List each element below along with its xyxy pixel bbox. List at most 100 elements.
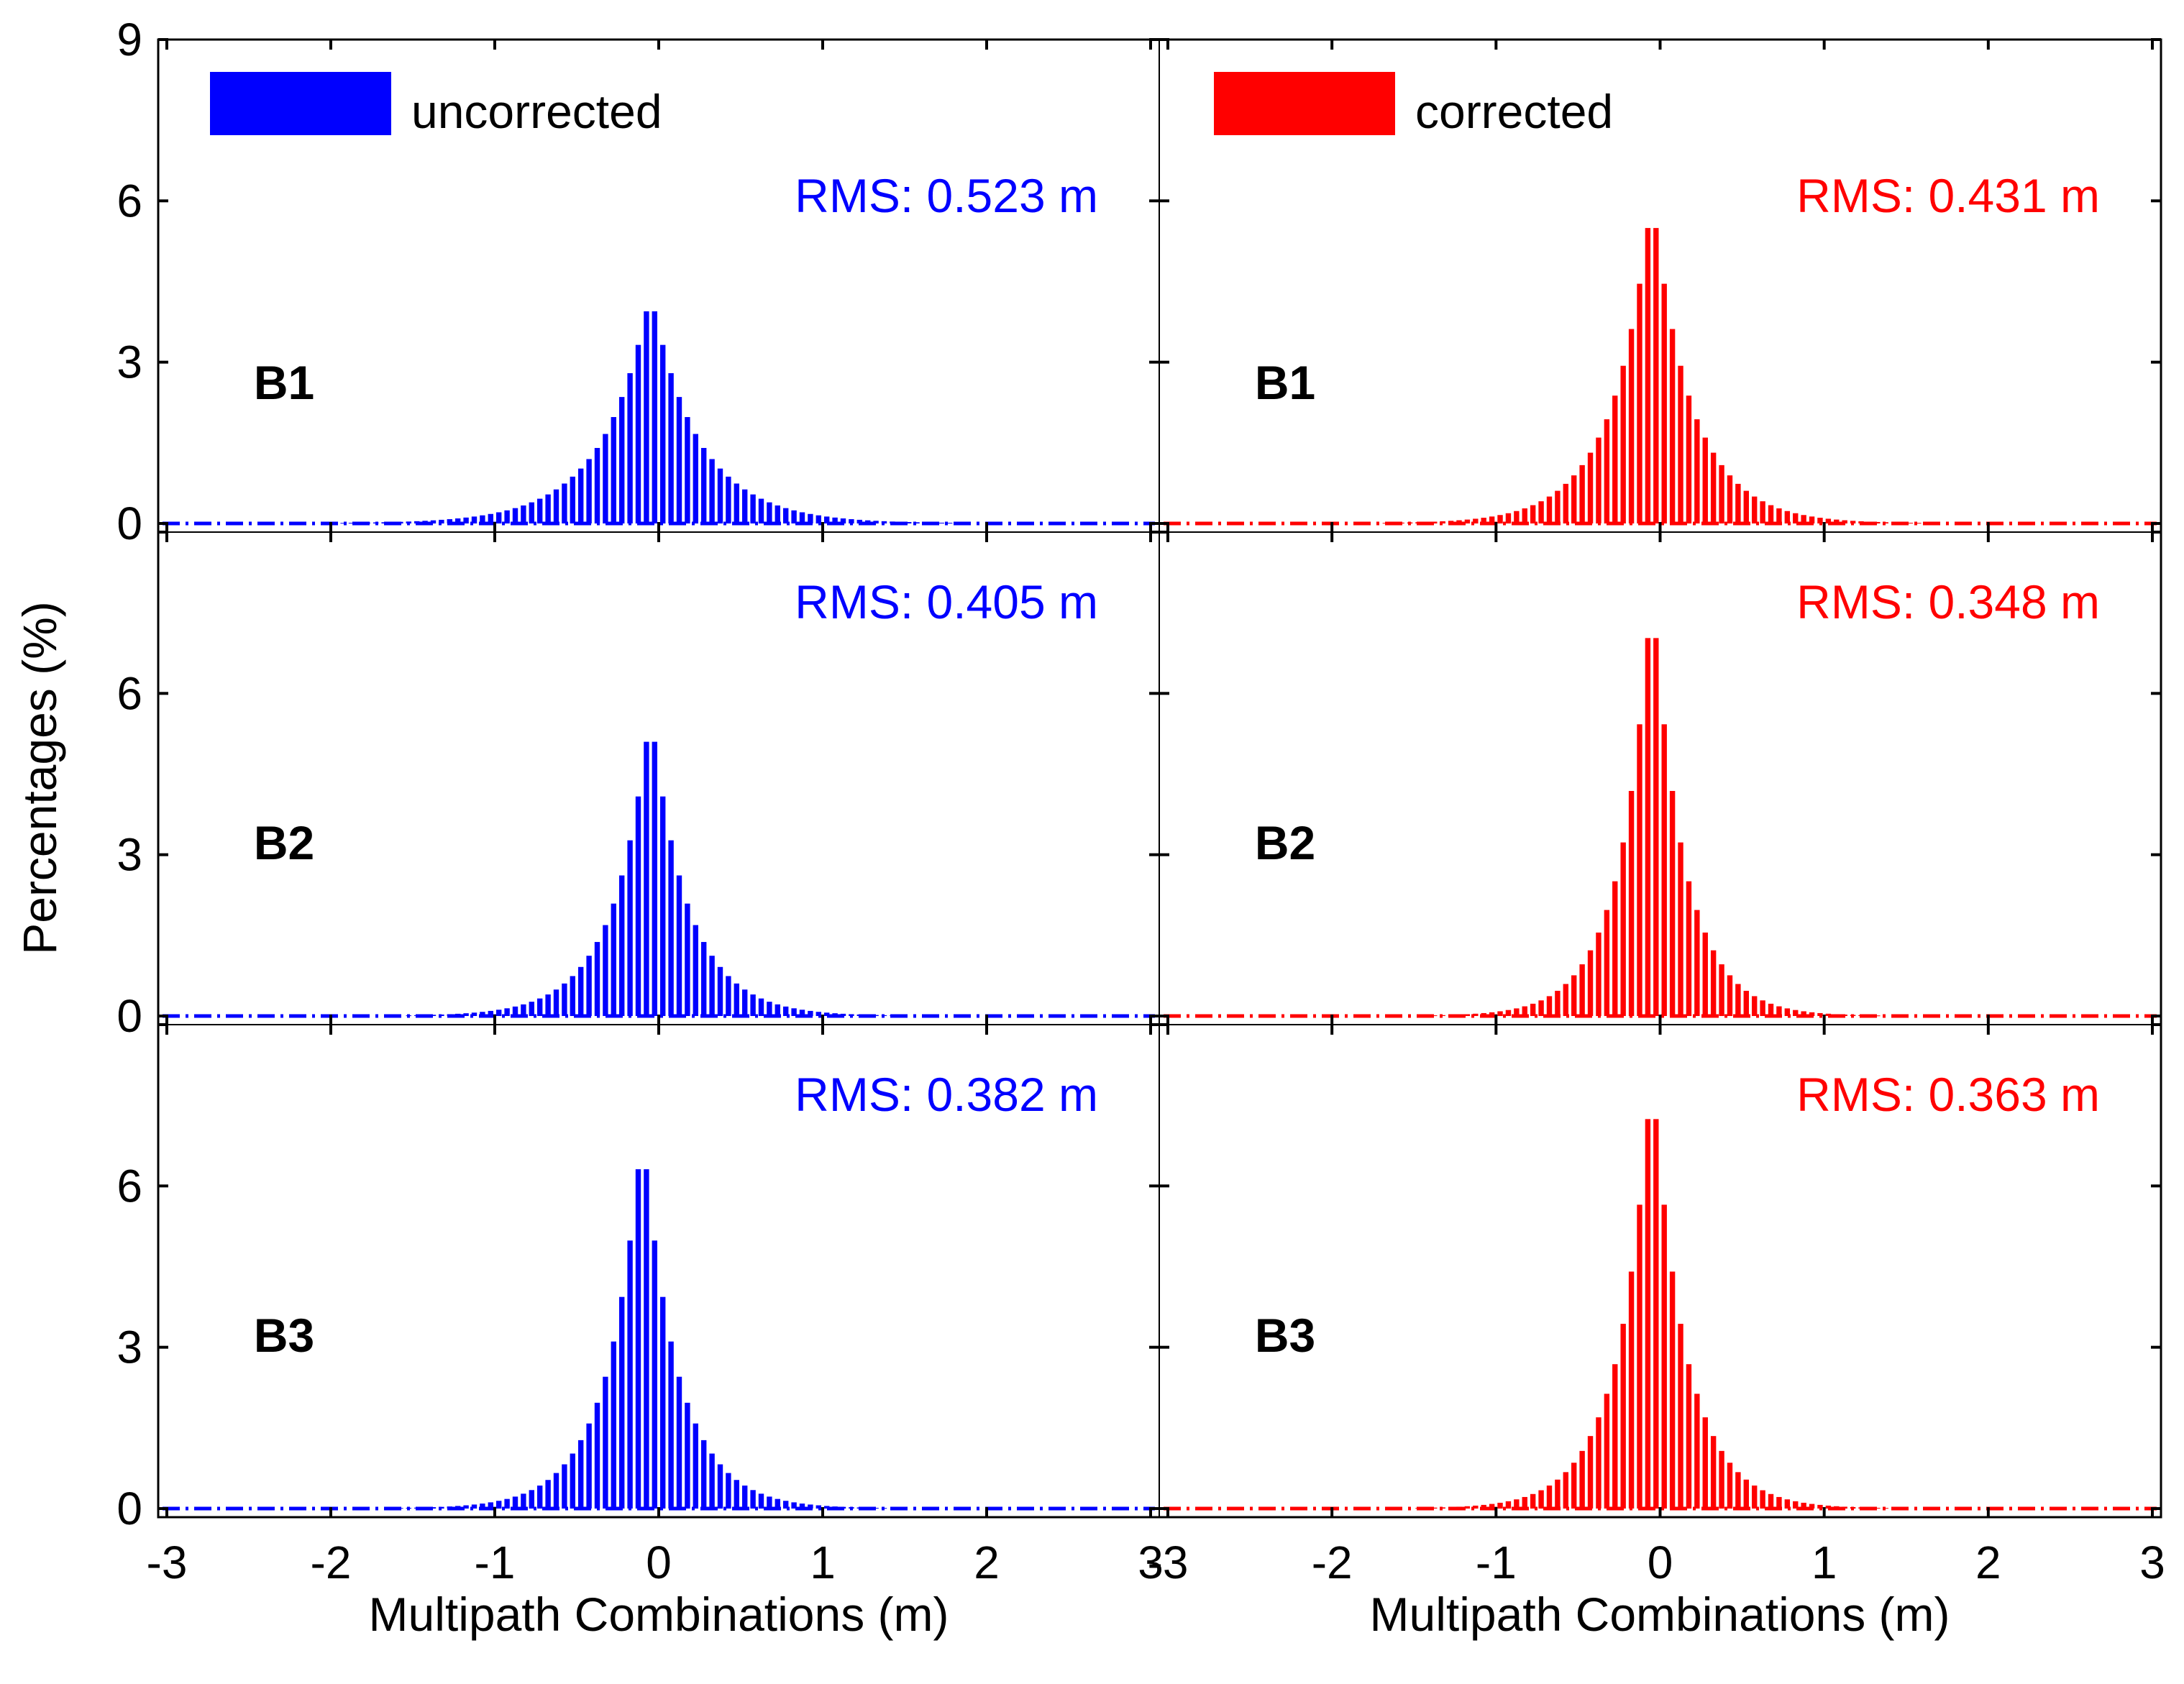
histogram-bar [660, 796, 666, 1016]
histogram-bar [1555, 990, 1561, 1016]
histogram-bar [1546, 996, 1553, 1016]
histogram-bar [635, 344, 641, 523]
histogram-bar [701, 942, 707, 1016]
histogram-bar [1702, 437, 1708, 523]
x-tick-label: -1 [1476, 1537, 1517, 1588]
histogram-bar [1481, 1504, 1486, 1509]
histogram-bar [1866, 521, 1873, 523]
histogram-bar [578, 468, 584, 523]
histogram-bar [537, 498, 543, 523]
histogram-bar [1678, 365, 1683, 523]
histogram-bar [594, 447, 600, 523]
histogram-bar [480, 515, 485, 523]
x-tick-label: -3 [1148, 1537, 1189, 1588]
histogram-bar [1850, 521, 1856, 523]
histogram-bar [1505, 1010, 1512, 1016]
histogram-bar [1694, 419, 1700, 523]
histogram-bar [1522, 1496, 1527, 1509]
histogram-bar [890, 521, 895, 523]
histogram-bar [1751, 1486, 1758, 1509]
x-tick-label: 2 [974, 1537, 1000, 1588]
x-tick-label: 1 [1811, 1537, 1837, 1588]
histogram-bar [1834, 519, 1840, 523]
histogram-bar [815, 1012, 821, 1016]
histogram-bar [1489, 516, 1495, 523]
histogram-bar [1432, 1015, 1438, 1017]
histogram-bar [1817, 518, 1823, 523]
histogram-bar [512, 1006, 518, 1016]
histogram-bar [1555, 490, 1561, 523]
histogram-bars [1382, 228, 1922, 524]
histogram-bar [1546, 1486, 1553, 1509]
histogram-bar [521, 1004, 526, 1016]
histogram-bar [553, 1473, 559, 1509]
histogram-bar [1481, 1012, 1486, 1016]
histogram-bar [1620, 1324, 1626, 1509]
histogram-bar [553, 989, 559, 1016]
histogram-bar [439, 519, 444, 523]
x-tick-label: -1 [475, 1537, 516, 1588]
histogram-bar [447, 1014, 452, 1016]
histogram-bar [815, 515, 821, 523]
histogram-bar [471, 1012, 478, 1016]
histogram-bar [890, 1015, 895, 1017]
histogram-bar [1678, 842, 1683, 1016]
histogram-bar [840, 518, 846, 523]
histogram-bar [447, 1506, 452, 1509]
histogram-bar [504, 510, 510, 523]
histogram-bar [1612, 1364, 1618, 1509]
histogram-bar [1423, 1507, 1430, 1509]
panel-b2-corrected: RMS: 0.348 m B2 [1159, 531, 2161, 1025]
histogram-bar [1505, 1501, 1512, 1509]
histogram-bar [1456, 520, 1462, 523]
histogram-bar [1743, 990, 1749, 1016]
legend-swatch [210, 72, 391, 135]
y-tick-label: 3 [116, 1322, 142, 1373]
y-tick-label: 0 [116, 1483, 142, 1534]
panel-b1-corrected: RMS: 0.431 m B1 [1159, 38, 2161, 532]
histogram-bar [1538, 1000, 1544, 1016]
histogram-bar [799, 512, 805, 523]
histogram-bar [1538, 1490, 1544, 1509]
histogram-bar [693, 434, 698, 523]
histogram-bar [783, 1501, 789, 1509]
histogram-bar [652, 1240, 657, 1509]
histogram-bar [693, 925, 698, 1016]
histogram-bar [660, 344, 666, 523]
histogram-bar [865, 1015, 871, 1016]
histogram-bar [1719, 465, 1724, 523]
histogram-bar [1669, 1271, 1676, 1509]
histogram-bar [1858, 1015, 1864, 1016]
histogram-bar [1653, 1119, 1659, 1509]
histogram-bar [1489, 1012, 1495, 1016]
histogram-bar [856, 519, 862, 523]
histogram-bar [758, 1493, 764, 1509]
histogram-bar [406, 521, 411, 523]
histogram-bar [897, 521, 903, 523]
histogram-bar [406, 1015, 411, 1017]
histogram-bar [562, 1464, 567, 1509]
histogram-bar [1448, 521, 1454, 523]
band-label: B2 [1255, 816, 1315, 869]
histogram-bars [398, 1169, 887, 1509]
histogram-bar [1628, 329, 1635, 523]
panel-b1-uncorrected: RMS: 0.523 m B1 [158, 38, 1159, 532]
histogram-bar [1842, 1015, 1847, 1016]
histogram-bar [398, 521, 403, 523]
histogram-bar [578, 1440, 584, 1509]
histogram-bar [856, 1014, 862, 1016]
histogram-bar [414, 521, 420, 523]
histogram-bar [488, 1010, 493, 1016]
histogram-bar [856, 1507, 862, 1509]
histogram-bar [808, 1504, 813, 1509]
histogram-bar [439, 1506, 444, 1509]
histogram-bar [1423, 1015, 1430, 1017]
histogram-bar [1538, 501, 1544, 523]
histogram-bar [1858, 521, 1864, 523]
histogram-bar [808, 513, 813, 523]
histogram-bar [1637, 1204, 1642, 1509]
histogram-bar [791, 1502, 797, 1509]
histogram-bar [791, 510, 797, 523]
histogram-bar [726, 976, 731, 1016]
histogram-bar [873, 521, 879, 523]
